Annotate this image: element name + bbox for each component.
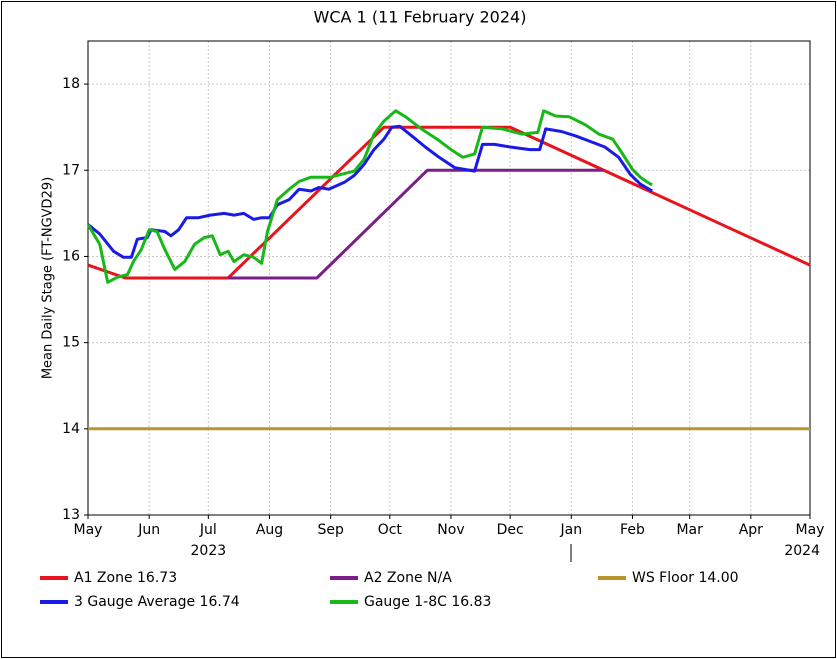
x-tick-label: May xyxy=(796,522,825,538)
x-tick-label: May xyxy=(74,522,103,538)
x-tick-label: Feb xyxy=(620,522,645,538)
x-tick-label: Jan xyxy=(560,522,583,538)
x-tick-label: Jun xyxy=(137,522,160,538)
year-label: 2024 xyxy=(784,543,820,559)
y-tick-label: 16 xyxy=(62,248,80,264)
legend-label: Gauge 1-8C 16.83 xyxy=(364,594,491,610)
series-line xyxy=(87,124,653,259)
series-line xyxy=(228,168,603,280)
y-tick-label: 15 xyxy=(62,335,80,351)
y-tick-label: 13 xyxy=(62,507,80,523)
x-tick-label: Oct xyxy=(378,522,403,538)
legend-label: A1 Zone 16.73 xyxy=(74,570,177,586)
x-tick-label: Sep xyxy=(317,522,344,538)
year-label: 2023 xyxy=(191,543,227,559)
x-tick-label: Nov xyxy=(437,522,464,538)
plot-area xyxy=(87,40,811,516)
y-axis-label: Mean Daily Stage (FT-NGVD29) xyxy=(41,177,56,379)
legend-label: A2 Zone N/A xyxy=(364,570,452,586)
x-tick-label: Aug xyxy=(256,522,283,538)
legend-label: 3 Gauge Average 16.74 xyxy=(74,594,240,610)
x-tick-label: Jul xyxy=(199,522,217,538)
chart-title: WCA 1 (11 February 2024) xyxy=(314,8,527,27)
x-tick-label: Mar xyxy=(676,522,703,538)
x-tick-label: Apr xyxy=(739,522,763,538)
series-line xyxy=(86,109,653,284)
y-tick-label: 14 xyxy=(62,421,80,437)
x-tick-label: Dec xyxy=(497,522,524,538)
y-tick-label: 17 xyxy=(62,162,80,178)
legend-label: WS Floor 14.00 xyxy=(632,570,739,586)
y-tick-label: 18 xyxy=(62,76,80,92)
